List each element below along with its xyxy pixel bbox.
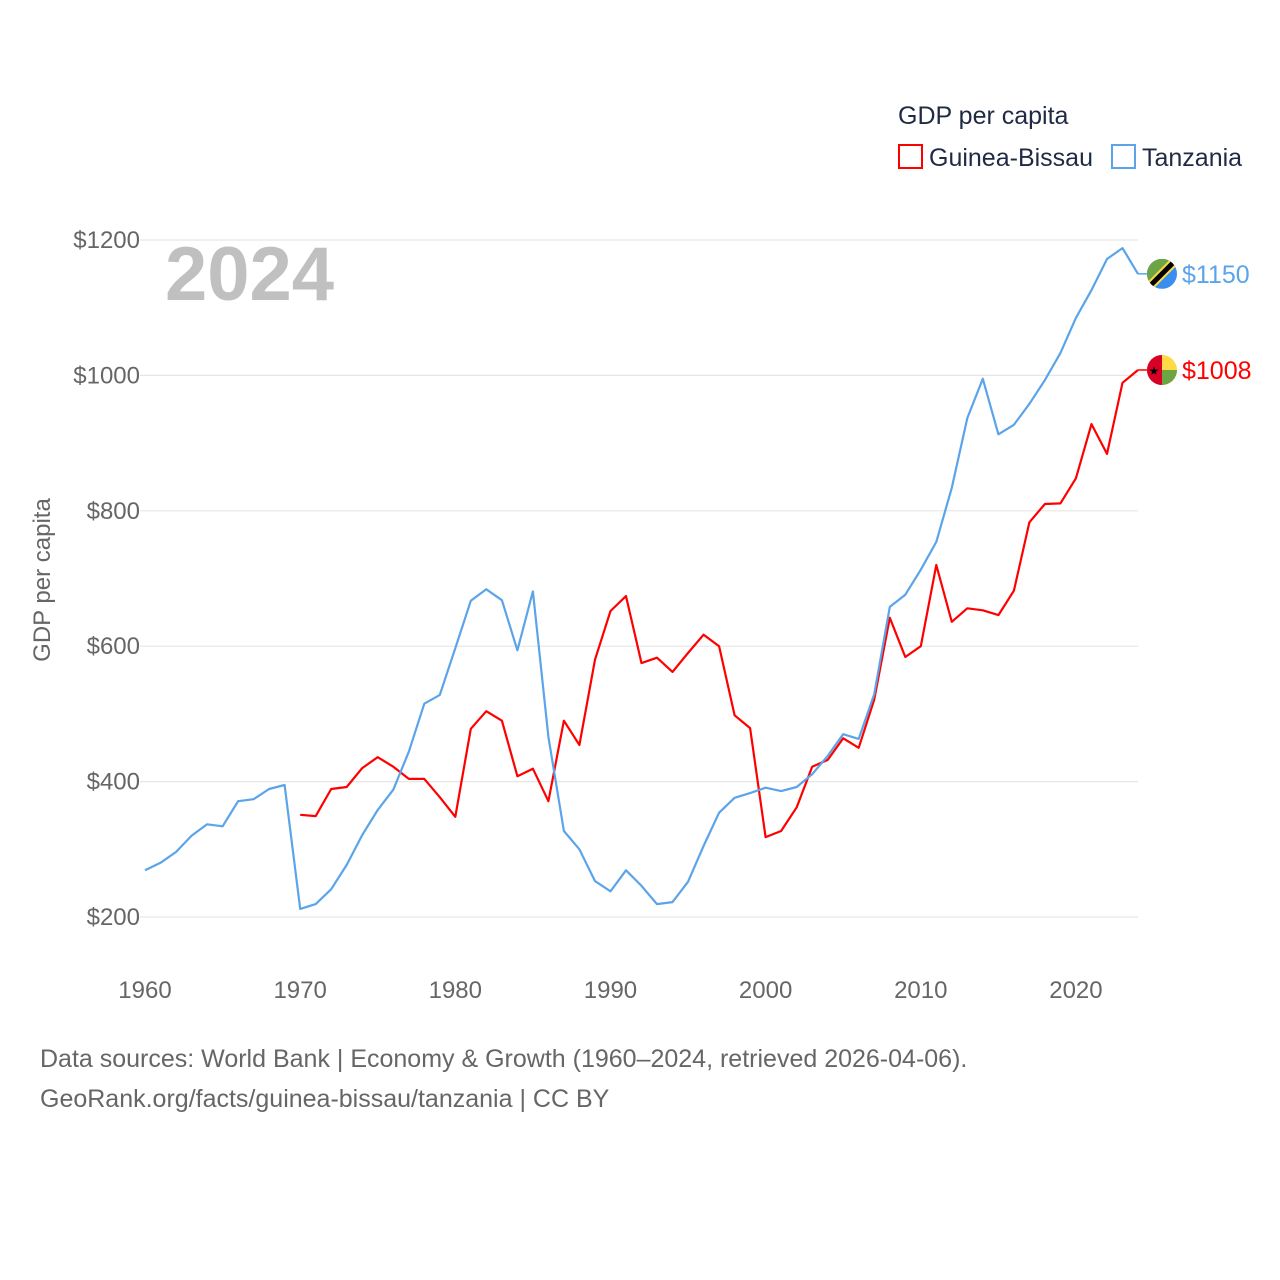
x-tick-label: 2000 [739, 977, 792, 1004]
y-tick-label: $1200 [73, 227, 140, 254]
end-value-label: $1008 [1182, 357, 1252, 385]
tanzania-flag-icon [1147, 258, 1177, 289]
x-tick-label: 2020 [1049, 977, 1102, 1004]
y-tick-label: $1000 [73, 362, 140, 389]
y-tick-label: $400 [87, 769, 140, 796]
legend-swatch [1111, 144, 1136, 169]
year-watermark: 2024 [165, 232, 334, 317]
x-tick-label: 1970 [273, 977, 326, 1004]
legend-item-tanzania[interactable]: Tanzania [1142, 144, 1242, 172]
footer-sources: Data sources: World Bank | Economy & Gro… [40, 1045, 968, 1073]
series-line-tanzania [144, 247, 1139, 911]
x-tick-label: 1960 [118, 977, 171, 1004]
y-tick-label: $600 [87, 633, 140, 660]
y-axis-label: GDP per capita [29, 498, 56, 662]
svg-text:★: ★ [1149, 364, 1160, 378]
y-tick-label: $200 [87, 904, 140, 931]
y-tick-label: $800 [87, 498, 140, 525]
x-tick-label: 2010 [894, 977, 947, 1004]
x-tick-label: 1980 [429, 977, 482, 1004]
series-line-guinea-bissau [300, 369, 1139, 839]
footer-url: GeoRank.org/facts/guinea-bissau/tanzania… [40, 1085, 610, 1113]
legend-title: GDP per capita [898, 102, 1069, 130]
guinea-bissau-flag-icon: ★ [1147, 354, 1177, 385]
legend-item-guinea-bissau[interactable]: Guinea-Bissau [929, 144, 1093, 172]
legend: GDP per capita Guinea-Bissau Tanzania [898, 102, 1242, 172]
end-value-label: $1150 [1182, 261, 1250, 289]
x-tick-label: 1990 [584, 977, 637, 1004]
legend-swatch [898, 144, 923, 169]
